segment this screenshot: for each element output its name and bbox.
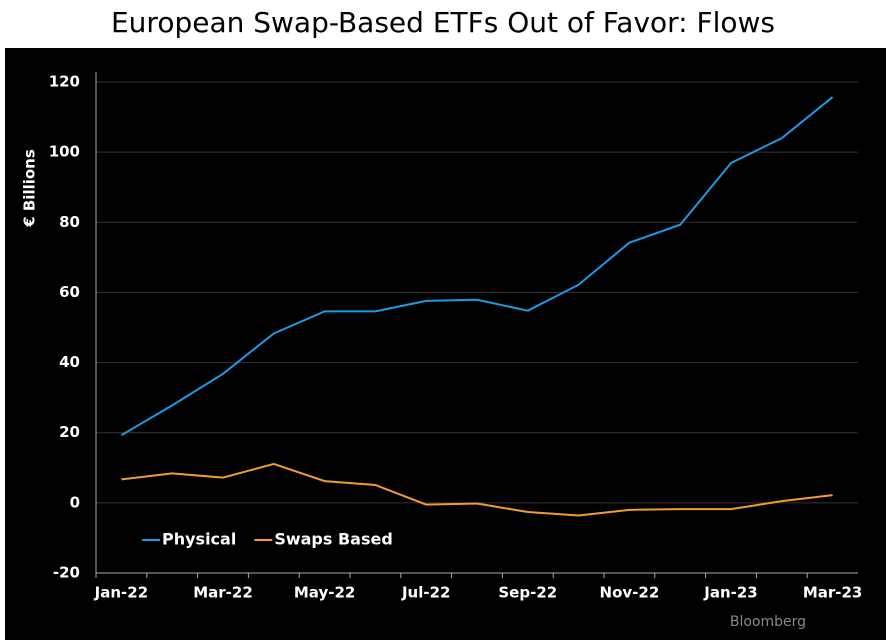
- x-tick-label: May-22: [294, 584, 355, 602]
- x-tick-label: Mar-23: [803, 584, 863, 602]
- x-tick-label: Mar-22: [193, 584, 253, 602]
- source: Bloomberg: [730, 614, 806, 630]
- legend-label: Physical: [162, 530, 236, 549]
- y-tick-label: 0: [70, 493, 80, 511]
- y-tick-label: 100: [49, 143, 80, 161]
- legend-label: Swaps Based: [274, 530, 392, 549]
- x-tick-label: Sep-22: [498, 584, 557, 602]
- chart-title: European Swap-Based ETFs Out of Favor: F…: [111, 6, 775, 39]
- x-tick-label: Nov-22: [600, 584, 660, 602]
- y-tick-label: 20: [59, 423, 80, 441]
- y-tick-label: 80: [59, 213, 80, 231]
- y-tick-label: 60: [59, 283, 80, 301]
- series-line: [121, 462, 833, 517]
- y-tick-label: -20: [53, 564, 80, 582]
- x-tick-label: Jul-22: [401, 584, 451, 602]
- chart-background: [5, 48, 886, 640]
- y-tick-label: 120: [49, 73, 80, 91]
- series-line: [120, 96, 834, 437]
- x-tick-label: Jan-22: [94, 584, 148, 602]
- y-tick-label: 40: [59, 353, 80, 371]
- x-tick-label: Jan-23: [703, 584, 757, 602]
- y-axis-label: € Billions: [21, 149, 39, 228]
